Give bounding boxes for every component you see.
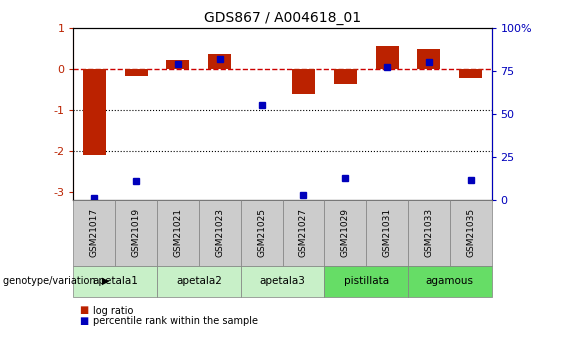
Text: GSM21023: GSM21023 [215,208,224,257]
Title: GDS867 / A004618_01: GDS867 / A004618_01 [204,11,361,25]
Bar [125,69,147,76]
Text: GSM21017: GSM21017 [90,208,99,257]
Text: pistillata: pistillata [344,276,389,286]
Text: GSM21035: GSM21035 [466,208,475,257]
Text: GSM21029: GSM21029 [341,208,350,257]
Bar [376,46,398,69]
Bar [334,69,357,84]
Text: GSM21027: GSM21027 [299,208,308,257]
Text: percentile rank within the sample: percentile rank within the sample [93,316,258,326]
Text: apetala1: apetala1 [92,276,138,286]
Bar [459,69,482,78]
Text: GSM21031: GSM21031 [383,208,392,257]
Text: ■: ■ [79,306,88,315]
Bar [167,60,189,69]
Text: GSM21025: GSM21025 [257,208,266,257]
Text: GSM21021: GSM21021 [173,208,182,257]
Bar [83,69,106,155]
Text: GSM21019: GSM21019 [132,208,141,257]
Bar [418,49,440,69]
Bar [292,69,315,94]
Text: apetala3: apetala3 [259,276,306,286]
Text: apetala2: apetala2 [176,276,222,286]
Text: GSM21033: GSM21033 [424,208,433,257]
Text: genotype/variation  ▶: genotype/variation ▶ [3,276,109,286]
Text: log ratio: log ratio [93,306,133,315]
Text: agamous: agamous [426,276,473,286]
Bar [208,54,231,69]
Text: ■: ■ [79,316,88,326]
